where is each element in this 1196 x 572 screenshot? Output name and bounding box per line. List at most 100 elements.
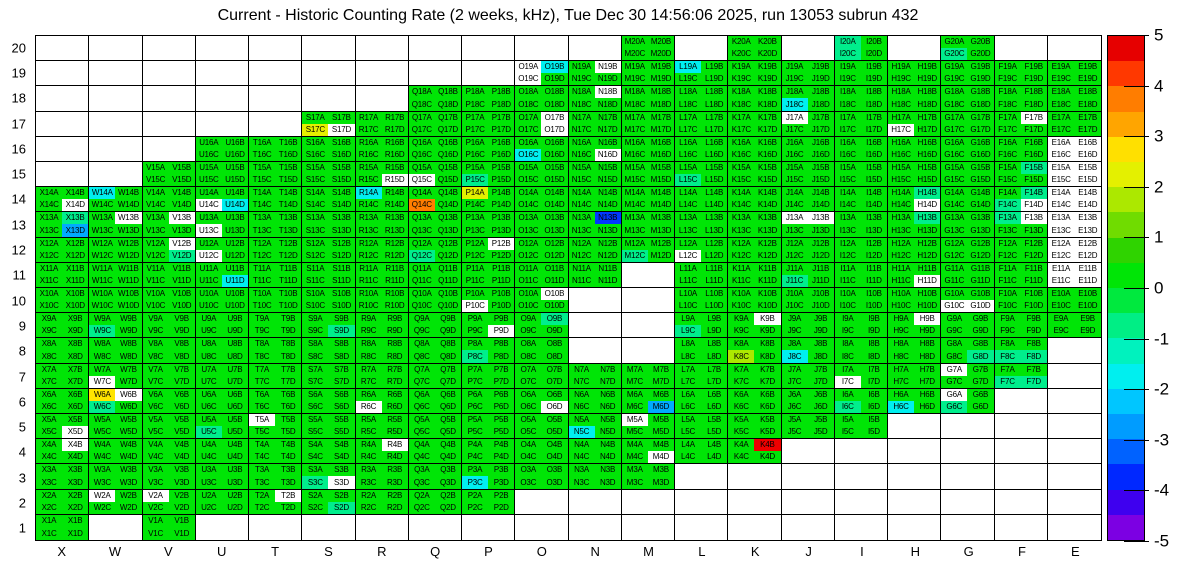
quadrant-U2B: U2B: [221, 489, 248, 502]
quadrant-U12A: U12A: [195, 237, 222, 250]
module-S1: [302, 514, 356, 540]
quadrant-I15C: I15C: [834, 174, 861, 187]
module-S17: S17A S17B S17C S17D: [302, 111, 356, 137]
quadrant-I10C: I10C: [834, 300, 861, 313]
module-T4: T4A T4B T4C T4D: [249, 439, 303, 465]
quadrant-E18D: E18D: [1074, 98, 1101, 111]
quadrant-J14C: J14C: [781, 199, 808, 212]
quadrant-O15B: O15B: [541, 162, 568, 175]
quadrant-V5B: V5B: [168, 414, 195, 427]
quadrant-L19B: L19B: [701, 61, 728, 74]
quadrant-M19C: M19C: [621, 73, 648, 86]
quadrant-E15B: E15B: [1074, 162, 1101, 175]
module-P16: P16A P16B P16C P16D: [462, 136, 516, 162]
quadrant-H10A: H10A: [888, 288, 915, 301]
quadrant-N15A: N15A: [568, 162, 595, 175]
quadrant-P6C: P6C: [462, 400, 489, 413]
module-F8: F8A F8B F8C F8D: [994, 338, 1048, 364]
quadrant-U8D: U8D: [221, 350, 248, 363]
quadrant-R4C: R4C: [355, 451, 382, 464]
module-K20: K20A K20B K20C K20D: [728, 36, 782, 62]
module-J12: J12A J12B J12C J12D: [781, 237, 835, 263]
quadrant-W2C: W2C: [89, 501, 116, 514]
quadrant-S7C: S7C: [302, 375, 329, 388]
quadrant-L16C: L16C: [675, 148, 702, 161]
module-I8: I8A I8B I8C I8D: [834, 338, 888, 364]
colorbar-tick-label-5: 5: [1154, 25, 1164, 45]
quadrant-K12D: K12D: [754, 249, 781, 262]
quadrant-H18A: H18A: [888, 86, 915, 99]
quadrant-I9B: I9B: [860, 313, 887, 326]
quadrant-R16D: R16D: [381, 148, 408, 161]
quadrant-W8D: W8D: [115, 350, 142, 363]
module-H13: H13A H13B H13C H13D: [888, 212, 942, 238]
quadrant-Q8C: Q8C: [408, 350, 435, 363]
module-E20: [1047, 36, 1101, 62]
quadrant-I13A: I13A: [834, 212, 861, 225]
quadrant-E9C: E9C: [1047, 325, 1075, 338]
module-L17: L17A L17B L17C L17D: [675, 111, 729, 137]
y-tick-label-6: 6: [18, 394, 26, 410]
quadrant-H16C: H16C: [888, 148, 915, 161]
quadrant-O19B: O19B: [541, 61, 568, 74]
quadrant-O18B: O18B: [541, 86, 568, 99]
colorbar-tick-label-1: 1: [1154, 227, 1164, 247]
quadrant-P10C: P10C: [462, 300, 489, 313]
quadrant-L8C: L8C: [675, 350, 702, 363]
quadrant-U16A: U16A: [195, 136, 222, 149]
quadrant-K4A: K4A: [728, 439, 755, 452]
quadrant-N15B: N15B: [594, 162, 621, 175]
quadrant-O4B: O4B: [541, 439, 568, 452]
module-V16: [142, 136, 196, 162]
colorbar-band-17: [1108, 464, 1144, 490]
quadrant-N4C: N4C: [568, 451, 595, 464]
quadrant-E9D: E9D: [1074, 325, 1101, 338]
quadrant-X1D: X1D: [62, 527, 89, 540]
quadrant-M17C: M17C: [621, 123, 648, 136]
quadrant-N18B: N18B: [594, 86, 621, 99]
module-I12: I12A I12B I12C I12D: [834, 237, 888, 263]
module-V3: V3A V3B V3C V3D: [142, 464, 196, 490]
module-G6: G6A G6B G6C G6D: [941, 388, 995, 414]
quadrant-L6A: L6A: [675, 388, 702, 401]
quadrant-S16B: S16B: [328, 136, 355, 149]
quadrant-G10D: G10D: [967, 300, 994, 313]
quadrant-R12A: R12A: [355, 237, 382, 250]
quadrant-L5A: L5A: [675, 414, 702, 427]
module-R9: R9A R9B R9C R9D: [355, 313, 409, 339]
module-R20: [355, 36, 409, 62]
quadrant-I13C: I13C: [834, 224, 861, 237]
quadrant-V1A: V1A: [142, 514, 169, 528]
quadrant-E12C: E12C: [1047, 249, 1075, 262]
module-O3: O3A O3B O3C O3D: [515, 464, 569, 490]
quadrant-W7A: W7A: [89, 363, 116, 376]
module-P12: P12A P12B P12C P12D: [462, 237, 516, 263]
module-V11: V11A V11B V11C V11D: [142, 262, 196, 288]
module-P5: P5A P5B P5C P5D: [462, 414, 516, 440]
quadrant-V7D: V7D: [168, 375, 195, 388]
quadrant-Q5B: Q5B: [434, 414, 461, 427]
quadrant-J10B: J10B: [807, 288, 834, 301]
quadrant-N6A: N6A: [568, 388, 595, 401]
quadrant-K9A: K9A: [728, 313, 755, 326]
quadrant-G18B: G18B: [967, 86, 994, 99]
module-F20: [994, 36, 1048, 62]
quadrant-W12B: W12B: [115, 237, 142, 250]
module-N3: N3A N3B N3C N3D: [568, 464, 622, 490]
quadrant-K15A: K15A: [728, 162, 755, 175]
colorbar-band-11: [1108, 313, 1144, 339]
quadrant-Q11D: Q11D: [434, 274, 461, 287]
quadrant-R14C: R14C: [355, 199, 382, 212]
quadrant-Q8D: Q8D: [434, 350, 461, 363]
quadrant-O9A: O9A: [515, 313, 542, 326]
quadrant-K4C: K4C: [728, 451, 755, 464]
quadrant-V13C: V13C: [142, 224, 169, 237]
quadrant-G12D: G12D: [967, 249, 994, 262]
quadrant-S9D: S9D: [328, 325, 355, 338]
quadrant-H13D: H13D: [914, 224, 941, 237]
quadrant-H9A: H9A: [888, 313, 915, 326]
quadrant-H8A: H8A: [888, 338, 915, 351]
quadrant-E14A: E14A: [1047, 187, 1075, 200]
quadrant-I20C: I20C: [834, 48, 861, 61]
module-I4: [834, 439, 888, 465]
